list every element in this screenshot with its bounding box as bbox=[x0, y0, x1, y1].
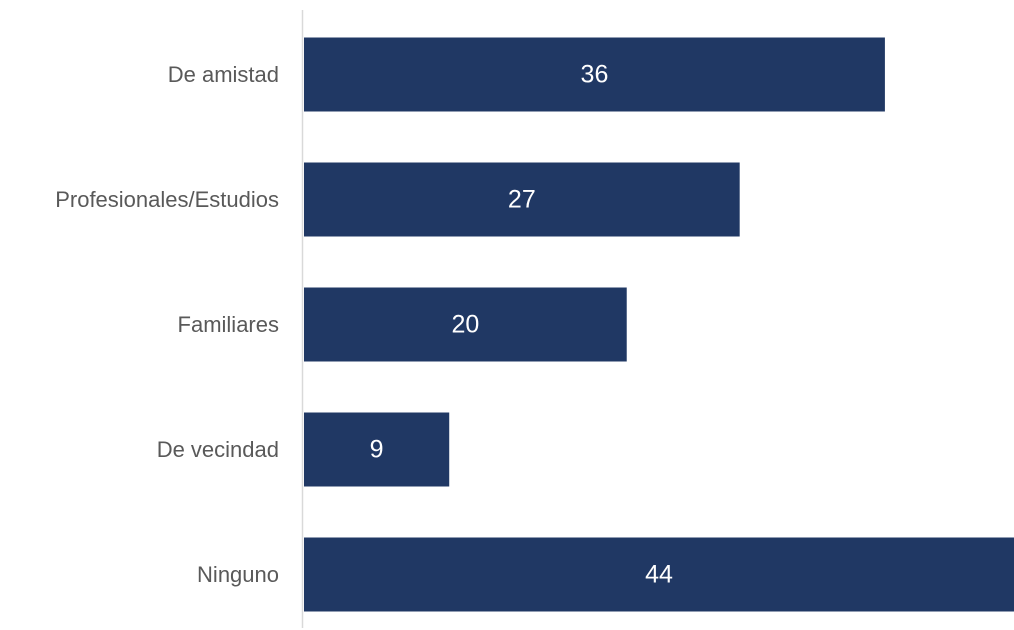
bar-familiares bbox=[304, 287, 627, 362]
category-label: De amistad bbox=[168, 62, 279, 87]
labels-layer: De amistad 36 Profesionales/Estudios 27 Fami… bbox=[55, 61, 673, 589]
data-label: 9 bbox=[370, 436, 384, 464]
data-label: 36 bbox=[581, 61, 609, 89]
category-label: Profesionales/Estudios bbox=[55, 187, 279, 212]
category-label: Ninguno bbox=[197, 562, 279, 587]
bars-layer bbox=[304, 37, 1014, 612]
data-label: 20 bbox=[451, 311, 479, 339]
bar-de-amistad bbox=[304, 37, 885, 112]
bar-ninguno bbox=[304, 537, 1014, 612]
bar-de-vecindad bbox=[304, 412, 450, 487]
data-label: 44 bbox=[645, 561, 673, 589]
data-label: 27 bbox=[508, 186, 536, 214]
bar-profesionales-estudios bbox=[304, 162, 740, 237]
category-label: De vecindad bbox=[157, 437, 279, 462]
category-label: Familiares bbox=[178, 312, 279, 337]
